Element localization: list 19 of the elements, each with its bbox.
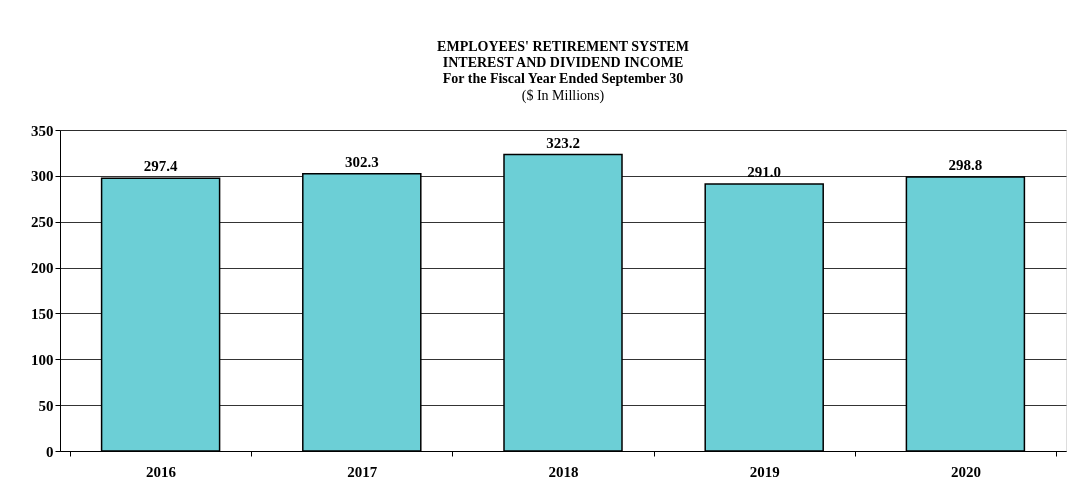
chart-title: EMPLOYEES' RETIREMENT SYSTEM INTEREST AND DIVIDEND INCOME For the Fiscal Year Ended September 30 bbox=[437, 39, 689, 86]
data-label: 323.2 bbox=[546, 134, 580, 151]
x-tick-label: 2019 bbox=[749, 463, 780, 480]
y-tick-label: 100 bbox=[31, 351, 54, 368]
y-tick-label: 350 bbox=[31, 122, 54, 139]
data-label: 297.4 bbox=[143, 158, 178, 175]
data-label: 298.8 bbox=[948, 156, 983, 173]
x-tick-label: 2018 bbox=[548, 463, 579, 480]
y-tick-label: 150 bbox=[31, 305, 54, 322]
y-tick-label: 200 bbox=[31, 260, 54, 277]
x-tick-label: 2020 bbox=[950, 463, 981, 480]
y-tick-label: 50 bbox=[38, 397, 54, 414]
y-tick-label: 300 bbox=[31, 168, 54, 185]
y-tick-label: 250 bbox=[31, 214, 54, 231]
x-tick-label: 2016 bbox=[146, 463, 177, 480]
chart-subtitle: ($ In Millions) bbox=[521, 88, 605, 104]
y-tick-label: 0 bbox=[46, 443, 54, 460]
x-tick-label: 2017 bbox=[347, 463, 378, 480]
data-label: 302.3 bbox=[344, 153, 379, 170]
